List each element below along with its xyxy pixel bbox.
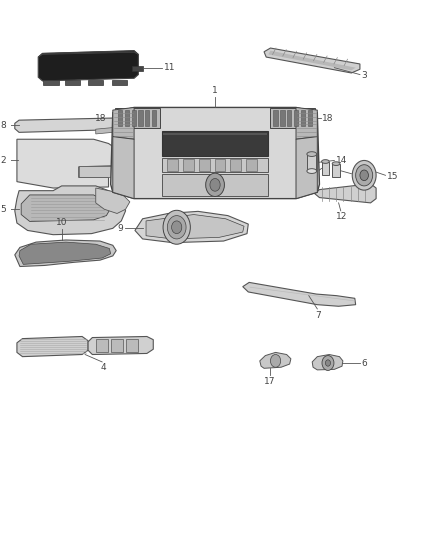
Polygon shape [88, 336, 153, 354]
Polygon shape [199, 159, 209, 171]
Polygon shape [167, 159, 178, 171]
Text: 6: 6 [362, 359, 367, 367]
Text: 11: 11 [164, 63, 176, 72]
Text: 1: 1 [212, 86, 218, 95]
Text: 3: 3 [362, 71, 367, 80]
Text: 12: 12 [336, 213, 347, 221]
Text: 13: 13 [353, 170, 364, 179]
Polygon shape [79, 166, 113, 177]
Text: 17: 17 [264, 377, 276, 386]
Polygon shape [126, 338, 138, 352]
Polygon shape [38, 51, 138, 57]
Text: 7: 7 [315, 311, 321, 320]
Polygon shape [312, 354, 343, 370]
Polygon shape [17, 336, 88, 357]
Polygon shape [15, 118, 118, 132]
Polygon shape [332, 164, 340, 177]
Polygon shape [162, 158, 268, 172]
Polygon shape [296, 108, 317, 139]
Polygon shape [287, 110, 291, 126]
Polygon shape [246, 159, 257, 171]
Polygon shape [96, 188, 130, 214]
Polygon shape [146, 215, 244, 239]
Polygon shape [132, 66, 143, 71]
Ellipse shape [307, 168, 317, 173]
Polygon shape [307, 110, 312, 126]
Circle shape [356, 165, 373, 186]
Polygon shape [111, 108, 319, 199]
Circle shape [360, 170, 368, 181]
Polygon shape [145, 110, 149, 126]
Text: 9: 9 [117, 224, 123, 233]
Polygon shape [280, 110, 285, 126]
Polygon shape [307, 154, 317, 171]
Polygon shape [38, 51, 138, 81]
Polygon shape [135, 212, 248, 243]
Text: 18: 18 [322, 114, 334, 123]
Text: 10: 10 [56, 219, 67, 227]
Polygon shape [138, 110, 143, 126]
Polygon shape [270, 109, 315, 127]
Circle shape [163, 211, 191, 244]
Circle shape [325, 360, 331, 366]
Polygon shape [19, 242, 111, 264]
Polygon shape [183, 159, 194, 171]
Circle shape [352, 160, 376, 190]
Polygon shape [230, 159, 241, 171]
Polygon shape [113, 108, 134, 139]
Polygon shape [65, 80, 80, 85]
Polygon shape [96, 127, 118, 134]
Text: 5: 5 [0, 205, 6, 214]
Text: 2: 2 [0, 156, 6, 165]
Polygon shape [118, 110, 122, 126]
Polygon shape [112, 80, 127, 85]
Polygon shape [301, 110, 305, 126]
Polygon shape [115, 109, 160, 127]
Polygon shape [162, 174, 268, 196]
Polygon shape [15, 240, 116, 266]
Polygon shape [88, 80, 103, 85]
Ellipse shape [307, 152, 317, 157]
Polygon shape [294, 110, 298, 126]
Circle shape [322, 356, 334, 370]
Polygon shape [268, 51, 356, 70]
Polygon shape [321, 161, 329, 175]
Ellipse shape [321, 160, 329, 164]
Text: 4: 4 [101, 363, 106, 372]
Polygon shape [152, 110, 156, 126]
Circle shape [270, 354, 281, 367]
Polygon shape [243, 282, 356, 306]
Polygon shape [21, 195, 111, 221]
Text: 8: 8 [0, 121, 6, 130]
Text: 18: 18 [95, 114, 106, 123]
Polygon shape [296, 136, 317, 199]
Polygon shape [162, 131, 268, 156]
Polygon shape [163, 133, 267, 135]
Text: 16: 16 [304, 169, 315, 178]
Polygon shape [111, 338, 123, 352]
Ellipse shape [332, 162, 340, 165]
Circle shape [210, 179, 220, 191]
Circle shape [172, 221, 182, 233]
Polygon shape [314, 184, 376, 203]
Polygon shape [96, 338, 108, 352]
Circle shape [206, 173, 224, 197]
Polygon shape [15, 186, 126, 235]
Polygon shape [273, 110, 278, 126]
Polygon shape [260, 352, 291, 368]
Polygon shape [264, 48, 360, 73]
Polygon shape [125, 110, 129, 126]
Circle shape [167, 216, 186, 239]
Polygon shape [17, 139, 118, 188]
Polygon shape [113, 136, 134, 199]
Polygon shape [215, 159, 225, 171]
Text: 15: 15 [387, 172, 399, 181]
Polygon shape [43, 80, 59, 85]
Text: 14: 14 [336, 156, 347, 165]
Polygon shape [131, 110, 136, 126]
